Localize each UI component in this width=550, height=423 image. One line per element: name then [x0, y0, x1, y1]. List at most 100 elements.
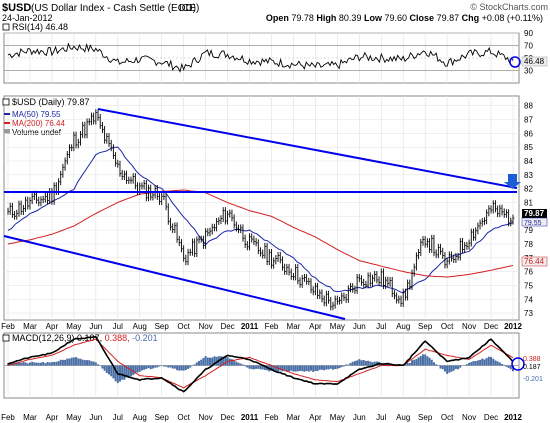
chart-exchange: ICE [179, 3, 196, 14]
macd-signal-line [7, 338, 514, 389]
rsi-collapse-icon[interactable] [2, 23, 10, 31]
x-tick-label: May [330, 322, 345, 331]
price-tick-label: 73 [524, 309, 533, 318]
x-tick-label: Sep [155, 413, 170, 422]
chart-name: (US Dollar Index - Cash Settle (EOD)) [31, 3, 199, 14]
x-tick-label: Mar [23, 322, 37, 331]
x-tick-label: Oct [441, 322, 454, 331]
macd-signal-value: 0.388 [523, 356, 541, 363]
x-tick-label: 2011 [241, 322, 259, 331]
x-tick-label: Jun [353, 322, 366, 331]
axis-labels: Feb Feb Mar Mar Apr Apr May May Jun Jun Jul Jul Aug A… [1, 322, 522, 422]
price-tick-label: 87 [524, 116, 533, 125]
x-tick-label: Feb [1, 322, 15, 331]
price-tick-label: 78 [524, 240, 533, 249]
rsi-tick-label: 70 [524, 42, 533, 51]
x-tick-label: Jul [113, 413, 123, 422]
macd-highlight-circle [511, 357, 525, 371]
x-tick-label: Sep [155, 322, 170, 331]
x-tick-label: Aug [396, 322, 410, 331]
x-tick-label: Apr [309, 413, 322, 422]
price-tick-label: 86 [524, 129, 533, 138]
rsi-label: RSI(14) 46.48 [12, 22, 68, 32]
price-tick-label: 83 [524, 171, 533, 180]
x-tick-label: Sep [418, 322, 433, 331]
x-tick-label: Dec [484, 322, 498, 331]
x-tick-label: Apr [46, 413, 59, 422]
chart-watermark: © StockCharts.com [470, 2, 548, 12]
x-tick-label: 2012 [504, 322, 522, 331]
price-legend-ma200: MA(200) 76.44 [12, 119, 65, 128]
rsi-value-text: 46.48 [524, 57, 545, 66]
x-tick-label: Oct [177, 413, 190, 422]
price-panel: 73747576777879808182838485868788 [4, 102, 533, 318]
price-legend-volume: Volume undef [12, 128, 62, 137]
x-tick-label: Jun [353, 413, 366, 422]
price-legend-title: $USD (Daily) 79.87 [12, 97, 90, 107]
rsi-value-tag [521, 56, 548, 67]
x-tick-label: Sep [418, 413, 433, 422]
price-tick-label: 81 [524, 198, 533, 207]
ma50-value-text: 79.55 [524, 220, 542, 227]
price-tick-label: 75 [524, 281, 533, 290]
x-tick-label: Nov [462, 322, 476, 331]
ma50-value-tag [521, 217, 548, 227]
macd-panel [4, 335, 519, 393]
chart-ohlc: Open 79.78 High 80.39 Low 79.60 Close 79… [266, 13, 543, 23]
x-tick-label: Mar [287, 322, 301, 331]
upper-trendline [97, 108, 518, 189]
ma200-value-tag [521, 256, 548, 267]
x-tick-label: Feb [1, 413, 15, 422]
x-tick-label: Aug [396, 413, 410, 422]
rsi-tick-label: 30 [524, 67, 533, 76]
x-tick-label: Apr [309, 322, 322, 331]
rsi-highlight-circle [509, 56, 521, 68]
x-tick-label: Feb [265, 413, 279, 422]
x-tick-label: Nov [198, 322, 212, 331]
x-tick-label: Nov [198, 413, 212, 422]
x-tick-label: Jun [89, 322, 102, 331]
price-frame [3, 95, 520, 321]
price-tick-label: 84 [524, 157, 533, 166]
x-tick-label: Oct [177, 322, 190, 331]
x-tick-label: Nov [462, 413, 476, 422]
x-tick-label: Dec [220, 413, 234, 422]
x-tick-label: Aug [133, 413, 147, 422]
macd-hist-value: -0.201 [523, 376, 543, 383]
ma200-value-text: 76.44 [524, 257, 545, 266]
grid-lines [7, 33, 514, 398]
x-tick-label: Aug [133, 322, 147, 331]
last-price-tag [522, 209, 547, 218]
x-tick-label: 2012 [504, 413, 522, 422]
chart-date: 24-Jan-2012 [2, 13, 53, 23]
price-collapse-icon[interactable] [2, 98, 10, 106]
x-tick-label: May [330, 413, 345, 422]
last-price-text: 79.87 [524, 209, 545, 218]
macd-line-value: 0.187 [523, 364, 541, 371]
rsi-panel: 30507090 [4, 29, 533, 76]
price-tick-label: 79 [524, 226, 533, 235]
price-tick-label: 82 [524, 185, 533, 194]
macd-line [7, 335, 514, 393]
x-tick-label: Feb [265, 322, 279, 331]
x-tick-label: Jul [113, 322, 123, 331]
lower-trendline [3, 235, 346, 320]
x-tick-label: Dec [484, 413, 498, 422]
chart-symbol: $USD [2, 2, 31, 14]
x-tick-label: Oct [441, 413, 454, 422]
x-tick-label: Apr [46, 322, 59, 331]
x-tick-label: Dec [220, 322, 234, 331]
ma200-line [7, 189, 514, 278]
price-tick-label: 85 [524, 143, 533, 152]
down-arrow-icon [504, 174, 521, 189]
macd-collapse-icon[interactable] [2, 334, 10, 342]
x-tick-label: Mar [287, 413, 301, 422]
rsi-tick-label: 90 [524, 29, 533, 38]
price-tick-label: 88 [524, 102, 533, 111]
price-tick-label: 76 [524, 268, 533, 277]
x-tick-label: 2011 [241, 413, 259, 422]
volume-legend-swatch [4, 129, 10, 134]
x-tick-label: Jul [376, 413, 386, 422]
x-tick-label: May [66, 413, 81, 422]
